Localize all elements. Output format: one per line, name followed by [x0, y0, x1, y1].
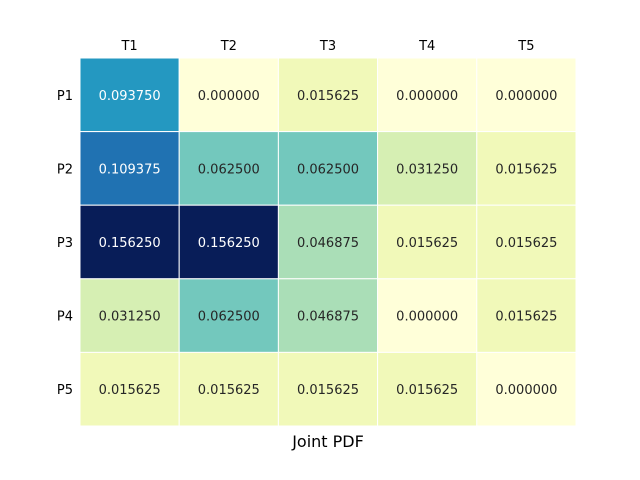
heatmap-cell — [476, 57, 577, 133]
cell-value-label: 0.015625 — [297, 89, 359, 104]
cell-value-label: 0.000000 — [198, 89, 260, 104]
heatmap-cell — [277, 57, 379, 133]
heatmap-cell — [476, 278, 577, 353]
x-tick-label: T5 — [517, 39, 534, 54]
heatmap-cell — [377, 204, 478, 280]
heatmap-cell — [178, 204, 279, 280]
heatmap-cells: 0.093750 0.000000 0.015625 0.000000 0.000000… — [79, 57, 577, 427]
y-tick-label: P4 — [57, 310, 73, 325]
cell-value-label: 0.015625 — [495, 162, 557, 177]
cell-value-label: 0.046875 — [297, 236, 359, 251]
x-tick-label: T1 — [120, 39, 137, 54]
cell-value-label: 0.031250 — [396, 162, 458, 177]
cell-value-label: 0.000000 — [396, 310, 458, 325]
heatmap-cell — [377, 57, 478, 133]
cell-value-label: 0.015625 — [495, 236, 557, 251]
cell-value-label: 0.062500 — [198, 310, 260, 325]
heatmap-cell — [79, 351, 180, 427]
cell-value-label: 0.015625 — [495, 310, 557, 325]
x-tick-label: T3 — [319, 39, 336, 54]
x-tick-labels: T1 T2 T3 T4 T5 — [120, 39, 534, 54]
heatmap-cell — [277, 278, 379, 353]
heatmap-cell — [377, 278, 478, 353]
y-tick-label: P1 — [57, 89, 73, 104]
heatmap-cell — [277, 131, 379, 206]
cell-value-label: 0.015625 — [396, 236, 458, 251]
y-tick-labels: P1 P2 P3 P4 P5 — [57, 89, 73, 398]
cell-value-label: 0.000000 — [396, 89, 458, 104]
heatmap-cell — [476, 351, 577, 427]
heatmap-cell — [277, 351, 379, 427]
cell-value-label: 0.031250 — [99, 310, 161, 325]
heatmap-cell — [79, 131, 180, 206]
cell-value-label: 0.156250 — [99, 236, 161, 251]
cell-value-label: 0.062500 — [297, 162, 359, 177]
heatmap-cell — [178, 351, 279, 427]
cell-value-label: 0.046875 — [297, 310, 359, 325]
heatmap-cell — [476, 204, 577, 280]
cell-value-label: 0.015625 — [198, 383, 260, 398]
y-tick-label: P2 — [57, 162, 73, 177]
heatmap-cell — [277, 204, 379, 280]
y-tick-label: P3 — [57, 236, 73, 251]
cell-value-label: 0.015625 — [297, 383, 359, 398]
x-axis-label: Joint PDF — [291, 432, 364, 451]
heatmap-cell — [178, 278, 279, 353]
x-tick-label: T4 — [418, 39, 435, 54]
cell-value-label: 0.093750 — [99, 89, 161, 104]
cell-value-label: 0.000000 — [495, 383, 557, 398]
cell-value-label: 0.109375 — [99, 162, 161, 177]
heatmap-cell — [79, 278, 180, 353]
cell-value-label: 0.015625 — [99, 383, 161, 398]
heatmap-cell — [178, 57, 279, 133]
cell-value-label: 0.062500 — [198, 162, 260, 177]
cell-value-label: 0.156250 — [198, 236, 260, 251]
x-tick-label: T2 — [220, 39, 237, 54]
heatmap-cell — [79, 57, 180, 133]
cell-value-label: 0.015625 — [396, 383, 458, 398]
cell-value-label: 0.000000 — [495, 89, 557, 104]
y-tick-label: P5 — [57, 383, 73, 398]
heatmap-cell — [476, 131, 577, 206]
